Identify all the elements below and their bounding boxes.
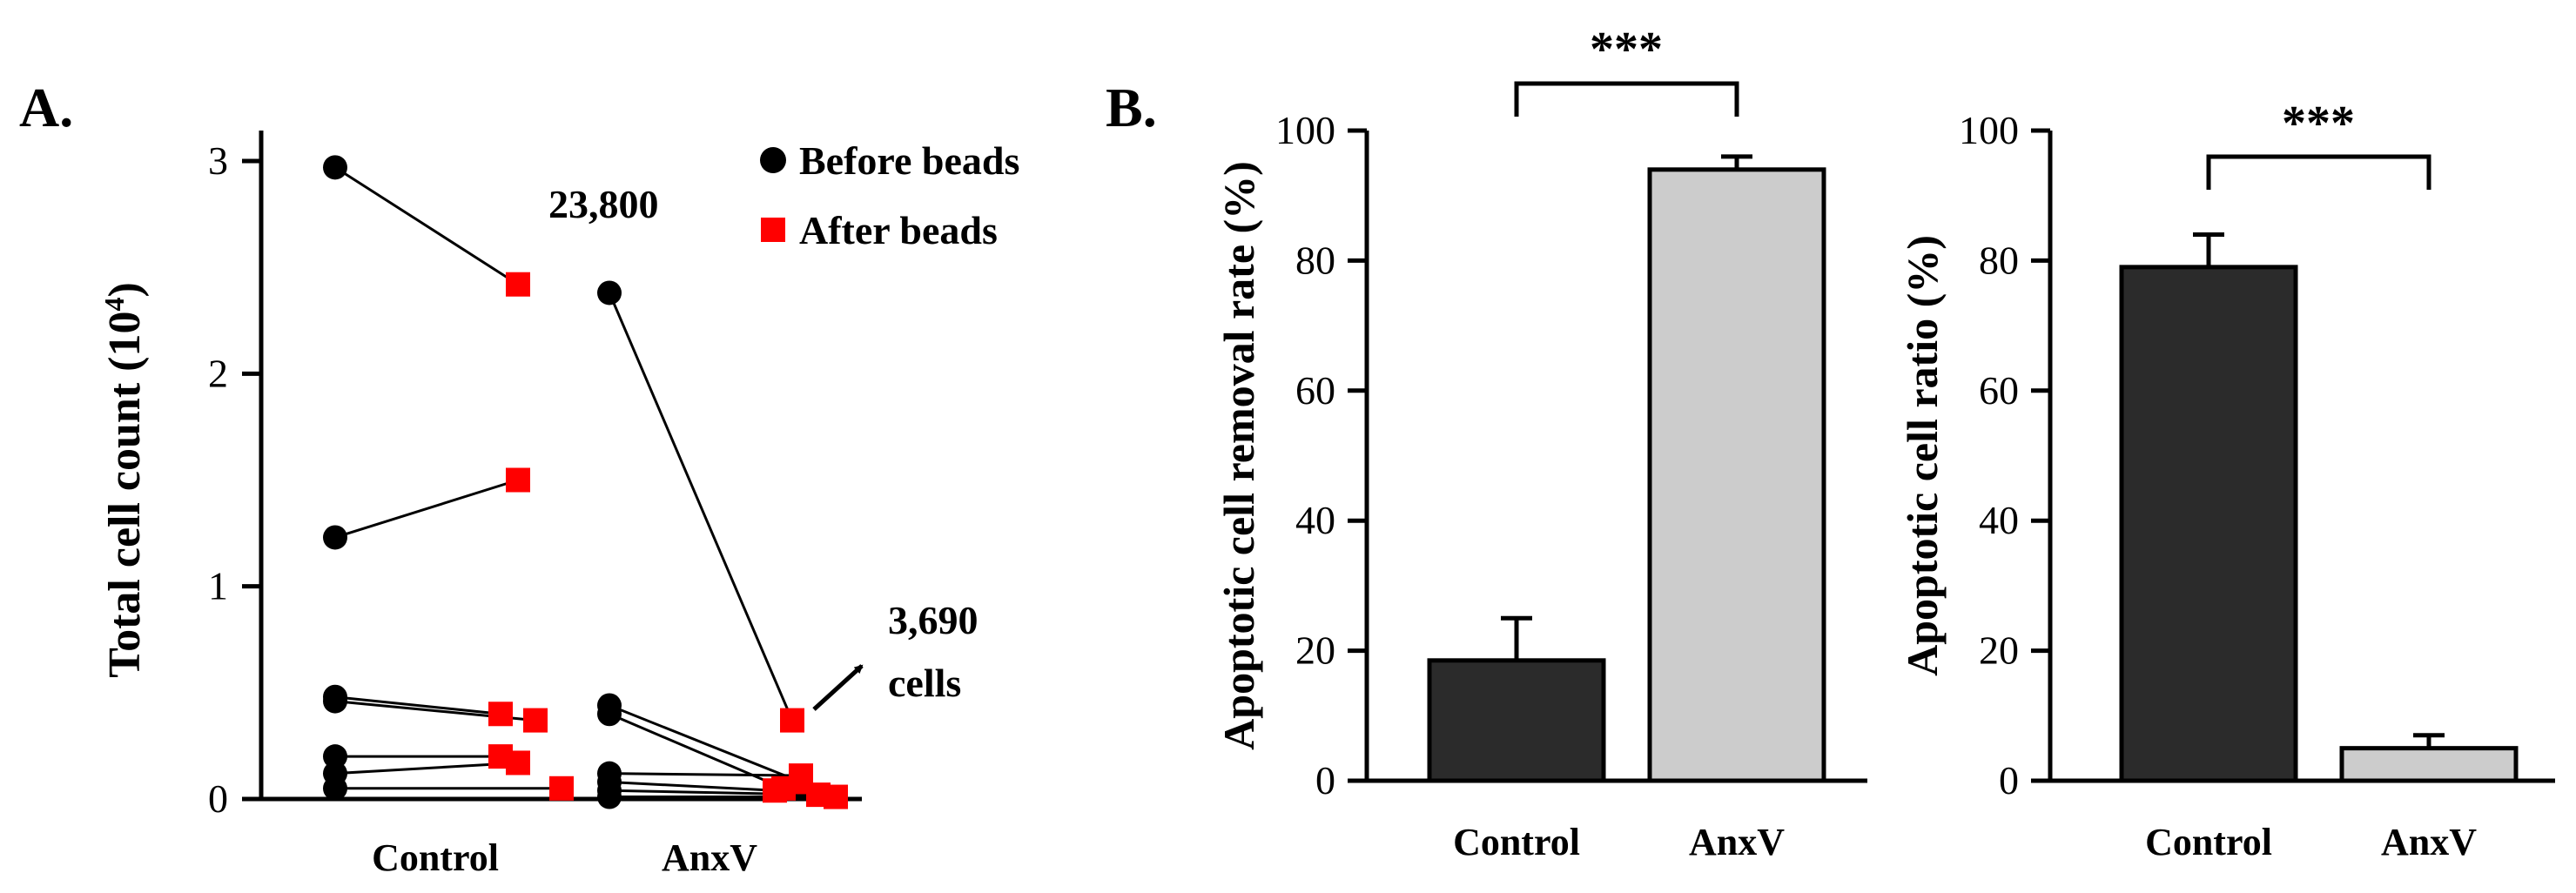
panel-b1: B. 0 20 40 60 80 100 Apoptotic cell removal r… xyxy=(1106,23,1867,863)
bar xyxy=(2119,265,2298,783)
y-tick-label: 1 xyxy=(208,564,228,608)
y-tick-label: 20 xyxy=(1979,628,2019,673)
pair-line xyxy=(334,166,519,285)
annotation-after-value: 3,690 xyxy=(888,598,979,642)
panel-b2-bars xyxy=(2119,232,2519,783)
y-tick-label: 40 xyxy=(1979,498,2019,542)
panel-a-y-ticks: 0 1 2 3 xyxy=(208,138,261,821)
after-point xyxy=(506,750,530,776)
y-tick-label: 100 xyxy=(1959,108,2019,152)
y-tick-label: 3 xyxy=(208,138,228,183)
after-point xyxy=(523,708,548,733)
panel-a-legend: Before beads After beads xyxy=(760,138,1019,252)
before-point xyxy=(597,784,622,809)
before-point xyxy=(323,155,347,180)
panel-b1-y-axis-label: Apoptotic cell removal rate (%) xyxy=(1214,161,1263,750)
before-point xyxy=(323,525,347,550)
y-tick-label: 80 xyxy=(1295,238,1335,282)
panel-b1-x-tick-label: AnxV xyxy=(1689,821,1785,863)
after-point xyxy=(506,467,530,493)
y-tick-label: 100 xyxy=(1275,108,1335,152)
panel-b2-y-axis-label: Apoptotic cell ratio (%) xyxy=(1898,235,1947,676)
y-tick-label: 0 xyxy=(1999,758,2019,802)
panel-b2-x-tick-label: Control xyxy=(2145,821,2272,863)
bar xyxy=(2339,746,2519,783)
after-point xyxy=(824,784,848,809)
panel-a-points xyxy=(323,155,848,809)
panel-b2-significance: *** xyxy=(2282,97,2355,151)
pair-line xyxy=(609,772,802,777)
y-axis-title: Apoptotic cell removal rate (%) xyxy=(1214,161,1263,750)
y-tick-label: 0 xyxy=(208,776,228,821)
before-point xyxy=(323,688,347,714)
legend-label-before: Before beads xyxy=(799,138,1019,183)
y-tick-label: 0 xyxy=(1315,758,1335,802)
after-point xyxy=(763,778,787,803)
after-point xyxy=(506,272,530,297)
panel-b2-significance-bracket xyxy=(2206,154,2431,190)
pair-line xyxy=(609,780,776,792)
after-point xyxy=(488,702,513,727)
pair-line xyxy=(334,479,519,539)
annotation-after-unit: cells xyxy=(888,661,961,705)
pair-line xyxy=(609,712,784,790)
panel-b2-x-tick-label: AnxV xyxy=(2381,821,2477,863)
y-axis-title: Apoptotic cell ratio (%) xyxy=(1898,235,1947,676)
bar xyxy=(1647,167,1826,783)
legend-marker-after xyxy=(761,218,785,242)
bar xyxy=(1427,658,1606,783)
pair-line xyxy=(609,704,802,783)
legend-label-after: After beads xyxy=(799,208,998,252)
panel-b1-significance-bracket xyxy=(1514,81,1739,117)
y-tick-label: 40 xyxy=(1295,498,1335,542)
legend-marker-before xyxy=(760,147,786,173)
panel-b1-significance: *** xyxy=(1590,23,1663,77)
pair-line xyxy=(334,761,519,776)
pair-line xyxy=(334,695,501,715)
panel-a-y-axis-label: Total cell count (104) xyxy=(98,282,150,678)
panel-a-pair-lines xyxy=(334,166,836,799)
panel-a-label: A. xyxy=(19,77,73,138)
panel-a-x-tick-label: Control xyxy=(372,836,499,879)
annotation-before-max: 23,800 xyxy=(548,182,659,226)
after-point xyxy=(549,776,574,801)
panel-a: A. 0 1 2 3 Total cell count (104) Control A… xyxy=(19,77,1019,879)
before-point xyxy=(597,280,622,306)
pair-line xyxy=(608,292,794,722)
panel-b2: 0 20 40 60 80 100 Apoptotic cell ratio (%) Co… xyxy=(1898,97,2555,863)
panel-a-x-tick-label: AnxV xyxy=(662,836,757,879)
panel-b-label: B. xyxy=(1106,77,1157,138)
y-tick-label: 2 xyxy=(208,351,228,395)
panel-b1-x-tick-label: Control xyxy=(1453,821,1580,863)
y-tick-label: 60 xyxy=(1979,368,2019,413)
y-tick-label: 60 xyxy=(1295,368,1335,413)
before-point xyxy=(597,702,622,727)
before-point xyxy=(323,776,347,801)
annotation-arrow xyxy=(812,664,864,711)
y-axis-title: Total cell count (104) xyxy=(98,282,150,678)
y-tick-label: 20 xyxy=(1295,628,1335,673)
panel-b2-y-ticks: 0 20 40 60 80 100 xyxy=(1959,108,2050,802)
before-point xyxy=(323,744,347,769)
y-tick-label: 80 xyxy=(1979,238,2019,282)
panel-b1-bars xyxy=(1427,154,1826,783)
panel-b1-y-ticks: 0 20 40 60 80 100 xyxy=(1275,108,1367,802)
after-point xyxy=(780,708,804,733)
